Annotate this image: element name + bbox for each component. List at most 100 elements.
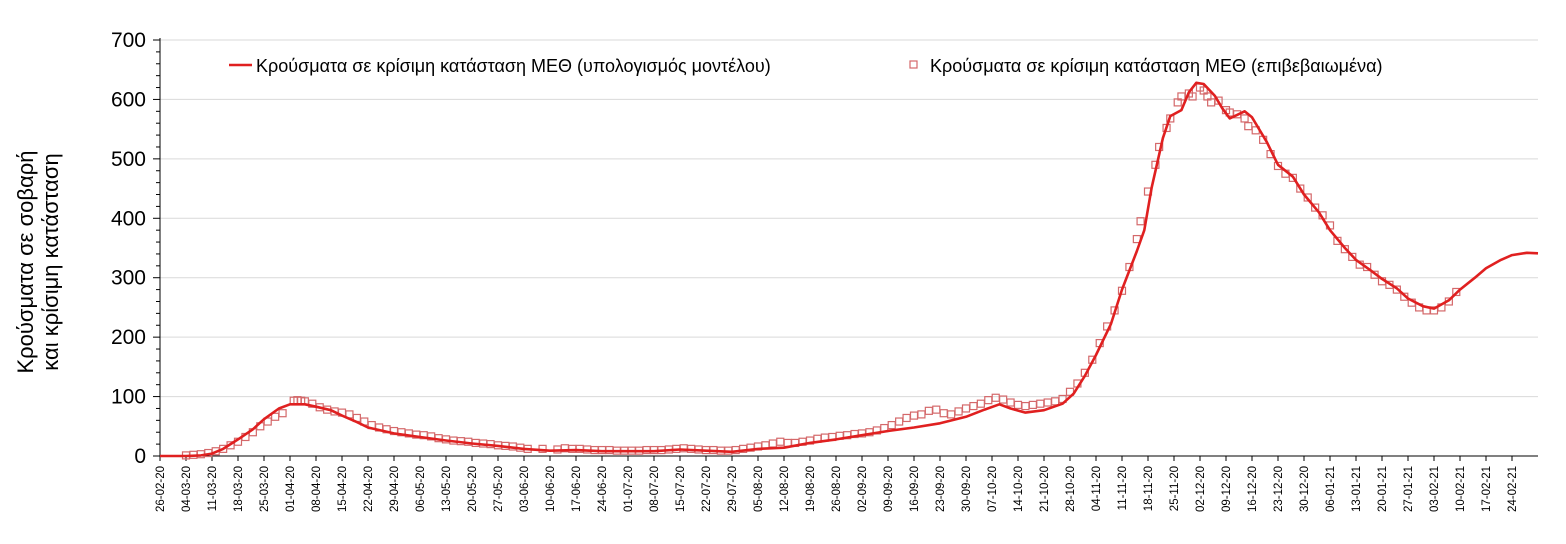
x-tick-label: 25-11-20 [1169,466,1181,511]
x-tick-label: 18-11-20 [1143,466,1155,511]
confirmed-marker [1136,217,1145,226]
x-tick-label: 29-07-20 [727,466,739,512]
confirmed-marker [1392,285,1401,294]
x-tick-label: 24-02-21 [1507,466,1519,512]
x-tick-label: 10-06-20 [545,466,557,512]
confirmed-marker [924,406,933,415]
x-tick-label: 18-03-20 [233,466,245,512]
confirmed-marker [1036,399,1045,408]
y-axis-label-line-1: Κρούσματα σε σοβαρή [13,150,38,373]
confirmed-marker [1028,400,1037,409]
x-tick-label: 30-09-20 [961,466,973,512]
x-tick-label: 06-05-20 [415,466,427,512]
confirmed-marker [984,396,993,405]
x-tick-label: 01-07-20 [623,466,635,512]
y-tick-label: 0 [134,445,146,468]
x-tick-label: 15-04-20 [337,466,349,512]
confirmed-marker [939,409,948,418]
confirmed-marker [917,410,926,419]
x-tick-label: 24-06-20 [597,466,609,512]
x-tick-label: 29-04-20 [389,466,401,512]
x-tick-label: 10-02-21 [1455,466,1467,512]
y-tick-label: 100 [111,386,146,409]
x-tick-label: 22-04-20 [363,466,375,512]
confirmed-marker [1043,398,1052,407]
legend-square-swatch [909,60,918,69]
confirmed-marker [932,405,941,414]
x-tick-label: 01-04-20 [285,466,297,512]
x-tick-label: 07-10-20 [987,466,999,512]
series-model-line [160,81,1539,458]
y-tick-label: 700 [111,29,146,52]
confirmed-marker [895,417,904,426]
x-tick-label: 02-12-20 [1195,466,1207,512]
confirmed-marker [278,409,287,418]
x-tick-label: 27-01-21 [1403,466,1415,512]
x-tick-label: 11-03-20 [207,466,219,511]
x-tick-label: 21-10-20 [1039,466,1051,512]
confirmed-marker [887,420,896,430]
x-tick-label: 08-04-20 [311,466,323,512]
confirmed-marker [991,393,1000,402]
x-tick-label: 26-08-20 [831,466,843,512]
y-tick-labels: 0 100 200 300 400 500 600 700 [111,29,146,468]
x-tick-labels: 26-02-20 04-03-20 11-03-20 18-03-20 25-03-20… [155,466,1519,512]
x-tick-label: 11-11-20 [1117,466,1129,510]
confirmed-marker [909,411,919,420]
series-confirmed-markers [181,83,1461,460]
confirmed-marker [954,407,963,416]
legend-label-model: Κρούσματα σε κρίσιμη κατάσταση ΜΕΘ (υπολ… [256,56,771,76]
x-tick-label: 13-05-20 [441,466,453,512]
confirmed-marker [776,437,785,446]
x-tick-label: 26-02-20 [155,466,167,512]
confirmed-marker [1340,245,1349,254]
confirmed-marker [1311,203,1320,212]
confirmed-marker [1363,262,1372,272]
confirmed-marker [1452,287,1461,297]
model-line [160,81,1539,458]
x-tick-label: 05-08-20 [753,466,765,512]
x-tick-label: 30-12-20 [1299,466,1311,512]
legend-label-confirmed: Κρούσματα σε κρίσιμη κατάσταση ΜΕΘ (επιβ… [930,56,1382,76]
x-tick-label: 17-02-21 [1481,466,1493,512]
x-tick-label: 23-09-20 [935,466,947,512]
y-tick-label: 300 [111,267,146,290]
x-tick-label: 08-07-20 [649,466,661,512]
x-tick-label: 28-10-20 [1065,466,1077,512]
x-tick-label: 09-12-20 [1221,466,1233,512]
x-tick-label: 09-09-20 [883,466,895,512]
x-tick-label: 16-09-20 [909,466,921,512]
x-tick-label: 06-01-21 [1325,466,1337,512]
legend: Κρούσματα σε κρίσιμη κατάσταση ΜΕΘ (υπολ… [229,56,1382,76]
confirmed-marker [1240,114,1249,123]
confirmed-marker [1021,401,1030,411]
confirmed-marker [976,399,985,408]
x-tick-label: 20-01-21 [1377,466,1389,512]
confirmed-marker [999,395,1008,404]
confirmed-marker [1244,122,1253,131]
y-tick-label: 500 [111,148,146,171]
confirmed-marker [1296,184,1305,193]
x-tick-label: 03-02-21 [1429,466,1441,512]
x-tick-label: 27-05-20 [493,466,505,512]
x-tick-label: 22-07-20 [701,466,713,512]
x-tick-label: 04-11-20 [1091,466,1103,511]
x-tick-label: 17-06-20 [571,466,583,512]
x-tick-label: 04-03-20 [181,466,193,512]
x-tick-label: 13-01-21 [1351,466,1363,512]
x-tick-label: 03-06-20 [519,466,531,512]
y-tick-label: 400 [111,207,146,230]
confirmed-marker [768,439,777,448]
x-tick-label: 15-07-20 [675,466,687,512]
x-tick-label: 19-08-20 [805,466,817,512]
confirmed-marker [902,413,911,423]
y-tick-label: 600 [111,88,146,111]
y-tick-label: 200 [111,326,146,349]
confirmed-marker [1348,252,1357,262]
confirmed-marker [1051,397,1060,406]
x-tick-label: 12-08-20 [779,466,791,512]
y-axis-label-line-2: και κρίσιμη κατάσταση [38,153,63,370]
confirmed-marker [947,410,956,419]
axes [153,38,1538,461]
